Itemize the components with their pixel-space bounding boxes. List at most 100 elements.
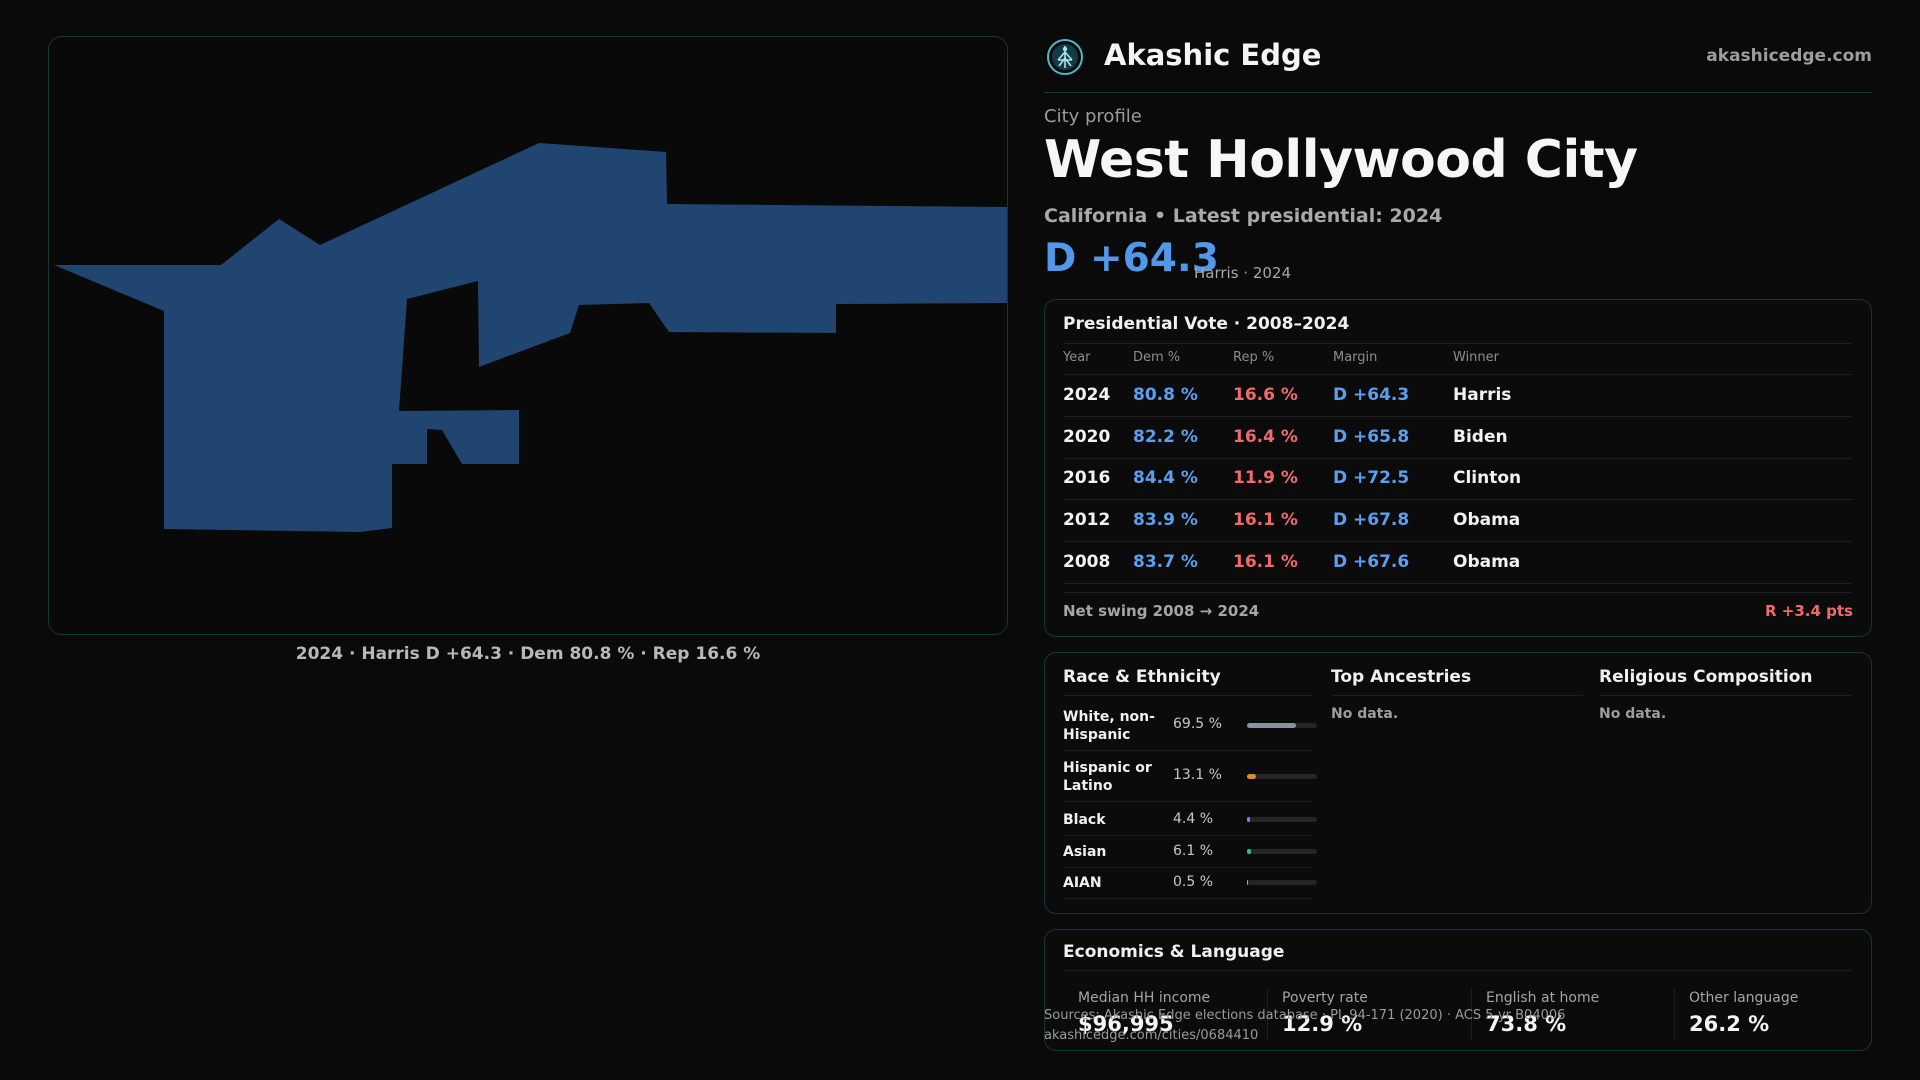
map-caption: 2024 · Harris D +64.3 · Dem 80.8 % · Rep…	[295, 644, 761, 664]
ethnicity-label: Asian	[1063, 844, 1107, 860]
table-header: Year Dem % Rep % Margin Winner	[1045, 350, 1871, 370]
cell-year: 2016	[1063, 468, 1111, 488]
net-swing-value: R +3.4 pts	[1765, 602, 1853, 620]
cell-rep: 16.1 %	[1233, 510, 1298, 530]
cell-rep: 16.4 %	[1233, 427, 1298, 447]
ethnicity-bar	[1247, 849, 1317, 854]
ethnicity-value: 0.5 %	[1173, 874, 1214, 890]
city-map	[48, 36, 1008, 635]
page-subtitle: California • Latest presidential: 2024	[1044, 205, 1443, 227]
ancestries-empty: No data.	[1331, 706, 1399, 722]
ethnicity-label: Hispanic or Latino	[1063, 760, 1152, 794]
cell-dem: 83.7 %	[1133, 552, 1198, 572]
cell-winner: Biden	[1453, 427, 1508, 447]
ethnicity-value: 4.4 %	[1173, 811, 1214, 827]
stat-label: English at home	[1486, 990, 1600, 1006]
column-header-dem: Dem %	[1133, 350, 1181, 365]
cell-margin: D +67.6	[1333, 552, 1410, 572]
ethnicity-bar	[1247, 880, 1317, 885]
stat-value: 26.2 %	[1689, 1012, 1770, 1036]
cell-year: 2024	[1063, 385, 1111, 405]
stat-other-language: Other language 26.2 %	[1689, 990, 1798, 1036]
column-header-margin: Margin	[1333, 350, 1378, 365]
race-ethnicity-title: Race & Ethnicity	[1063, 667, 1313, 696]
divider	[1063, 343, 1853, 344]
ethnicity-value: 13.1 %	[1173, 767, 1222, 783]
column-header-rep: Rep %	[1233, 350, 1275, 365]
cell-dem: 84.4 %	[1133, 468, 1198, 488]
table-row: 2024 80.8 % 16.6 % D +64.3 Harris	[1045, 385, 1871, 425]
cell-rep: 11.9 %	[1233, 468, 1298, 488]
list-item: White, non-Hispanic 69.5 %	[1063, 704, 1317, 751]
brand-name[interactable]: Akashic Edge	[1104, 38, 1322, 72]
list-item: Asian 6.1 %	[1063, 838, 1317, 868]
stat-label: Median HH income	[1078, 990, 1211, 1006]
ethnicity-bar	[1247, 774, 1317, 779]
economics-card: Economics & Language Median HH income $9…	[1044, 929, 1872, 1051]
list-item: Black 4.4 %	[1063, 806, 1317, 836]
cell-winner: Harris	[1453, 385, 1512, 405]
source-url-link[interactable]: akashicedge.com/cities/0684410	[1044, 1028, 1259, 1043]
list-item: AIAN 0.5 %	[1063, 869, 1317, 899]
stat-value: 73.8 %	[1486, 1012, 1567, 1036]
stat-label: Other language	[1689, 990, 1799, 1006]
divider	[1674, 988, 1675, 1040]
ethnicity-bar	[1247, 723, 1317, 728]
table-row: 2020 82.2 % 16.4 % D +65.8 Biden	[1045, 427, 1871, 467]
cell-year: 2012	[1063, 510, 1111, 530]
column-header-year: Year	[1063, 350, 1091, 365]
ancestries-title: Top Ancestries	[1331, 667, 1583, 696]
stat-value: $96,995	[1078, 1012, 1174, 1036]
stat-poverty-rate: Poverty rate 12.9 %	[1282, 990, 1368, 1036]
ethnicity-label: Black	[1063, 812, 1106, 828]
cell-dem: 82.2 %	[1133, 427, 1198, 447]
source-citation: Sources: Akashic Edge elections database…	[1044, 1008, 1566, 1023]
divider	[1063, 592, 1853, 593]
ancestries-column: Top Ancestries No data.	[1331, 667, 1583, 722]
divider	[1471, 988, 1472, 1040]
table-row: 2016 84.4 % 11.9 % D +72.5 Clinton	[1045, 468, 1871, 508]
source-footnote: Sources: Akashic Edge elections database…	[1044, 1006, 1565, 1046]
page-title: West Hollywood City	[1044, 130, 1638, 190]
ethnicity-bar-fill	[1247, 849, 1252, 854]
cell-year: 2008	[1063, 552, 1111, 572]
cell-dem: 83.9 %	[1133, 510, 1198, 530]
race-ethnicity-list: White, non-Hispanic 69.5 % Hispanic or L…	[1063, 696, 1317, 906]
card-title: Presidential Vote · 2008–2024	[1063, 314, 1350, 334]
ethnicity-bar-fill	[1247, 774, 1257, 779]
religion-column: Religious Composition No data.	[1599, 667, 1853, 722]
divider	[1063, 970, 1853, 971]
cell-rep: 16.6 %	[1233, 385, 1298, 405]
site-domain-link[interactable]: akashicedge.com	[1706, 46, 1872, 66]
profile-panel: Akashic Edge akashicedge.com City profil…	[1044, 0, 1872, 1080]
cell-margin: D +67.8	[1333, 510, 1410, 530]
city-boundary-shape	[54, 143, 1007, 532]
divider	[1063, 541, 1853, 542]
race-ethnicity-column: Race & Ethnicity White, non-Hispanic 69.…	[1063, 667, 1317, 906]
divider	[1267, 988, 1268, 1040]
presidential-vote-card: Presidential Vote · 2008–2024 Year Dem %…	[1044, 299, 1872, 637]
cell-year: 2020	[1063, 427, 1111, 447]
ethnicity-label: White, non-Hispanic	[1063, 709, 1155, 743]
ethnicity-value: 69.5 %	[1173, 716, 1222, 732]
page-eyebrow: City profile	[1044, 106, 1142, 127]
demographics-card: Race & Ethnicity White, non-Hispanic 69.…	[1044, 652, 1872, 914]
site-header: Akashic Edge akashicedge.com	[1044, 36, 1872, 93]
divider	[1063, 458, 1853, 459]
cell-winner: Clinton	[1453, 468, 1522, 488]
tree-of-life-icon	[1047, 39, 1083, 75]
ethnicity-label: AIAN	[1063, 875, 1102, 891]
latest-margin-note: Harris · 2024	[1194, 264, 1292, 282]
cell-winner: Obama	[1453, 552, 1521, 572]
cell-margin: D +65.8	[1333, 427, 1410, 447]
net-swing-label: Net swing 2008 → 2024	[1063, 602, 1260, 620]
ethnicity-value: 6.1 %	[1173, 843, 1214, 859]
list-item: Hispanic or Latino 13.1 %	[1063, 755, 1317, 802]
card-title: Economics & Language	[1063, 942, 1285, 962]
religion-empty: No data.	[1599, 706, 1667, 722]
stat-median-income: Median HH income $96,995	[1078, 990, 1210, 1036]
ethnicity-bar	[1247, 817, 1317, 822]
stat-english-at-home: English at home 73.8 %	[1486, 990, 1599, 1036]
stat-value: 12.9 %	[1282, 1012, 1363, 1036]
divider	[1063, 583, 1853, 584]
